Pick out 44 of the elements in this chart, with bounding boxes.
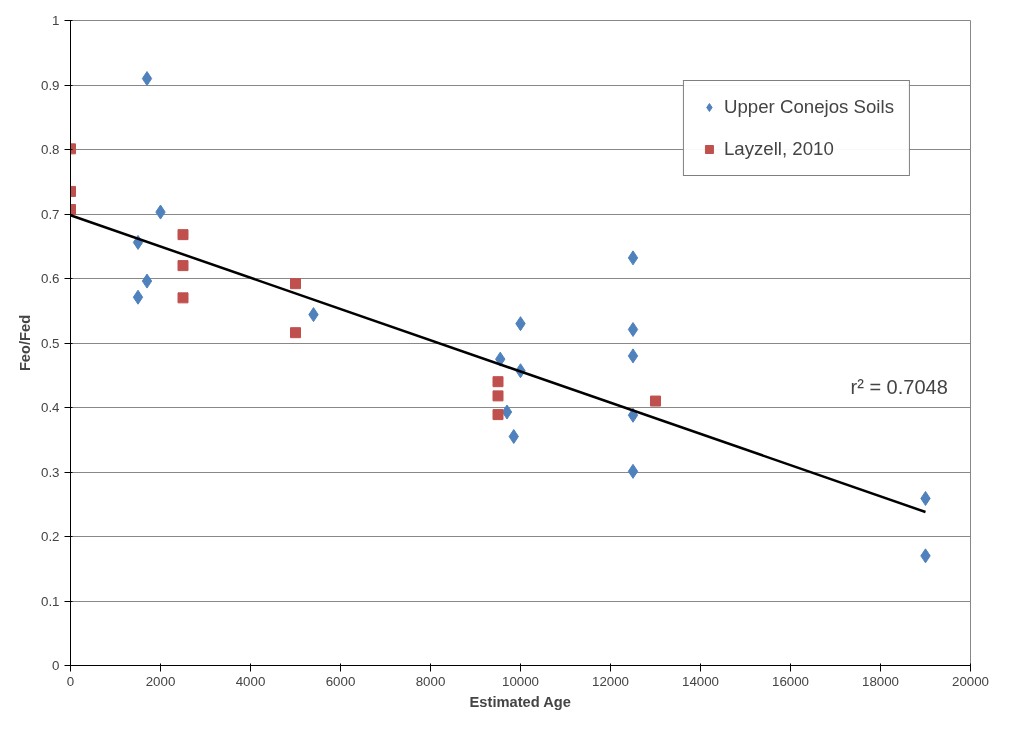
annotation: r² = 0.7048 bbox=[850, 375, 948, 398]
y-tick-label: 0.9 bbox=[40, 77, 60, 93]
x-tick-label: 18000 bbox=[861, 673, 900, 689]
y-tick-label: 0.1 bbox=[40, 593, 60, 609]
point bbox=[627, 463, 639, 479]
point bbox=[141, 71, 153, 87]
x-tick-label: 20000 bbox=[951, 673, 990, 689]
x-tick-label: 0 bbox=[66, 673, 75, 689]
point bbox=[492, 390, 504, 402]
point bbox=[177, 260, 189, 272]
point bbox=[141, 273, 153, 289]
point bbox=[627, 348, 639, 364]
x-axis-title: Estimated Age bbox=[469, 693, 571, 710]
point bbox=[290, 327, 301, 339]
legend-label: Layzell, 2010 bbox=[723, 138, 834, 160]
x-tick-label: 10000 bbox=[501, 673, 540, 689]
point bbox=[501, 404, 513, 420]
y-tick-label: 0.5 bbox=[40, 335, 60, 351]
y-axis-title: Feo/Fed bbox=[16, 314, 33, 372]
y-tick-label: 0.8 bbox=[40, 142, 60, 157]
y-tick-label: 0.4 bbox=[40, 400, 61, 415]
x-tick-label: 6000 bbox=[325, 673, 356, 689]
x-tick-label: 14000 bbox=[681, 673, 720, 689]
point bbox=[627, 250, 639, 266]
point bbox=[492, 376, 504, 388]
x-tick-label: 4000 bbox=[235, 673, 266, 689]
point bbox=[177, 229, 189, 241]
point bbox=[492, 409, 504, 421]
y-tick-label: 0.6 bbox=[40, 271, 60, 286]
y-tick-label: 1 bbox=[52, 13, 60, 28]
x-tick-label: 8000 bbox=[415, 673, 446, 689]
point bbox=[650, 395, 661, 407]
legend-label: Upper Conejos Soils bbox=[723, 96, 894, 118]
x-tick-label: 16000 bbox=[771, 673, 810, 689]
x-tick-label: 12000 bbox=[591, 673, 630, 689]
y-tick-label: 0.7 bbox=[40, 206, 60, 222]
y-tick-label: 0.2 bbox=[40, 529, 60, 544]
y-tick-label: 0 bbox=[52, 658, 60, 673]
point bbox=[177, 292, 189, 304]
point bbox=[627, 321, 639, 337]
point bbox=[290, 278, 301, 290]
point bbox=[132, 289, 144, 305]
x-tick-label: 2000 bbox=[145, 673, 176, 689]
y-tick-label: 0.3 bbox=[40, 464, 60, 480]
